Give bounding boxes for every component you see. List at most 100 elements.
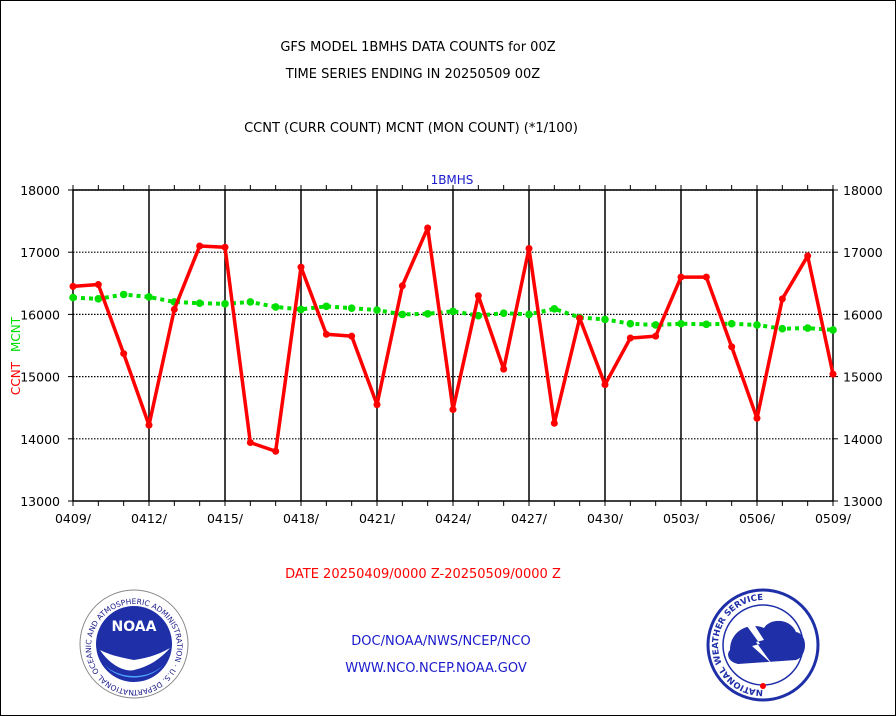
ccnt-point xyxy=(94,281,102,289)
ccnt-point xyxy=(474,292,482,300)
ccnt-point xyxy=(753,414,761,422)
mcnt-point xyxy=(398,310,407,319)
ccnt-point xyxy=(626,334,634,342)
mcnt-point xyxy=(474,311,483,320)
ccnt-point xyxy=(804,252,812,260)
y-tick-label-right: 16000 xyxy=(843,307,883,322)
ccnt-point xyxy=(69,282,77,290)
y-axis-label: CCNT MCNT xyxy=(9,316,23,395)
ccnt-point xyxy=(829,370,837,378)
x-tick-label: 0509/ xyxy=(815,511,852,526)
ccnt-point xyxy=(525,244,533,252)
ylabel-mcnt: MCNT xyxy=(9,316,23,352)
mcnt-point xyxy=(499,309,508,317)
mcnt-point xyxy=(423,309,432,318)
mcnt-point xyxy=(297,305,305,314)
nws-logo: NATIONAL WEATHER SERVICE xyxy=(706,588,820,702)
y-tick-label-left: 14000 xyxy=(20,432,60,447)
y-tick-label-right: 14000 xyxy=(843,432,883,447)
noaa-logo-text: NOAA xyxy=(112,619,157,635)
ccnt-point xyxy=(145,421,153,429)
noaa-ring-text: NATIONAL OCEANIC AND ATMOSPHERIC ADMINIS… xyxy=(0,0,184,697)
ccnt-point xyxy=(728,343,736,351)
noaa-logo: NATIONAL OCEANIC AND ATMOSPHERIC ADMINIS… xyxy=(0,0,189,699)
ccnt-point xyxy=(170,305,178,313)
org-line: DOC/NOAA/NWS/NCEP/NCO xyxy=(351,634,530,649)
ccnt-point xyxy=(348,332,356,340)
mcnt-point xyxy=(601,315,609,324)
ccnt-point xyxy=(196,242,204,250)
ccnt-point xyxy=(221,243,229,251)
ccnt-point xyxy=(677,273,685,281)
ccnt-point xyxy=(601,381,609,389)
mcnt-point xyxy=(677,319,685,328)
grid-layer xyxy=(68,185,838,506)
mcnt-point xyxy=(449,307,457,316)
x-tick-label: 0506/ xyxy=(739,511,776,526)
header-line-3: CCNT (CURR COUNT) MCNT (MON COUNT) (*1/1… xyxy=(244,121,578,136)
mcnt-point xyxy=(322,302,331,311)
x-tick-label: 0421/ xyxy=(359,511,396,526)
date-range: DATE 20250409/0000 Z-20250509/0000 Z xyxy=(285,567,561,582)
ccnt-point xyxy=(550,419,558,427)
y-tick-label-left: 15000 xyxy=(20,370,60,385)
ylabel-ccnt: CCNT xyxy=(9,361,23,395)
x-tick-label: 0503/ xyxy=(663,511,700,526)
x-tick-label: 0424/ xyxy=(435,511,472,526)
ccnt-point xyxy=(272,447,280,455)
ccnt-point xyxy=(120,350,128,358)
y-tick-label-left: 17000 xyxy=(20,245,60,260)
y-tick-label-left: 16000 xyxy=(20,307,60,322)
ccnt-point xyxy=(500,365,508,373)
y-tick-label-right: 18000 xyxy=(843,183,883,198)
mcnt-point xyxy=(94,295,103,303)
y-tick-label-left: 13000 xyxy=(20,494,60,509)
ccnt-point xyxy=(778,295,786,303)
x-tick-label: 0415/ xyxy=(207,511,244,526)
tick-labels: 13000 13000 14000 14000 15000 15000 16000 16000… xyxy=(20,183,883,526)
mcnt-point xyxy=(347,304,356,312)
mcnt-point xyxy=(550,305,559,313)
mcnt-point xyxy=(829,326,837,334)
mcnt-point xyxy=(651,321,660,329)
mcnt-point xyxy=(69,293,77,302)
ccnt-point xyxy=(424,224,432,232)
x-tick-label: 0418/ xyxy=(283,511,320,526)
ccnt-point xyxy=(398,282,406,290)
ccnt-point xyxy=(449,406,457,414)
mcnt-point xyxy=(778,324,787,333)
mcnt-point xyxy=(626,319,635,328)
mcnt-point xyxy=(702,320,711,329)
mcnt-point xyxy=(803,324,812,332)
url-line: WWW.NCO.NCEP.NOAA.GOV xyxy=(345,661,527,676)
chart-title: 1BMHS xyxy=(431,173,474,187)
ccnt-point xyxy=(322,330,330,338)
ccnt-point xyxy=(373,401,381,409)
y-tick-label-right: 13000 xyxy=(843,494,883,509)
x-tick-label: 0412/ xyxy=(131,511,168,526)
x-tick-label: 0430/ xyxy=(587,511,624,526)
mcnt-point xyxy=(221,300,229,308)
mcnt-point xyxy=(246,298,255,306)
x-tick-label: 0427/ xyxy=(511,511,548,526)
ccnt-point xyxy=(576,314,584,322)
mcnt-point xyxy=(119,290,128,299)
mcnt-point xyxy=(373,306,381,314)
mcnt-point xyxy=(753,321,761,329)
ccnt-point xyxy=(297,263,305,271)
mcnt-point xyxy=(195,299,204,308)
mcnt-point xyxy=(727,319,736,328)
y-tick-label-right: 15000 xyxy=(843,370,883,385)
y-tick-label-left: 18000 xyxy=(20,183,60,198)
series-ccnt xyxy=(69,224,837,455)
ccnt-point xyxy=(246,439,254,447)
mcnt-point xyxy=(525,310,533,319)
y-tick-label-right: 17000 xyxy=(843,245,883,260)
ccnt-point xyxy=(652,332,660,340)
mcnt-point xyxy=(271,303,280,311)
x-tick-label: 0409/ xyxy=(55,511,92,526)
ccnt-point xyxy=(702,273,710,281)
mcnt-point xyxy=(145,293,153,301)
header-line-1: GFS MODEL 1BMHS DATA COUNTS for 00Z xyxy=(280,40,555,55)
